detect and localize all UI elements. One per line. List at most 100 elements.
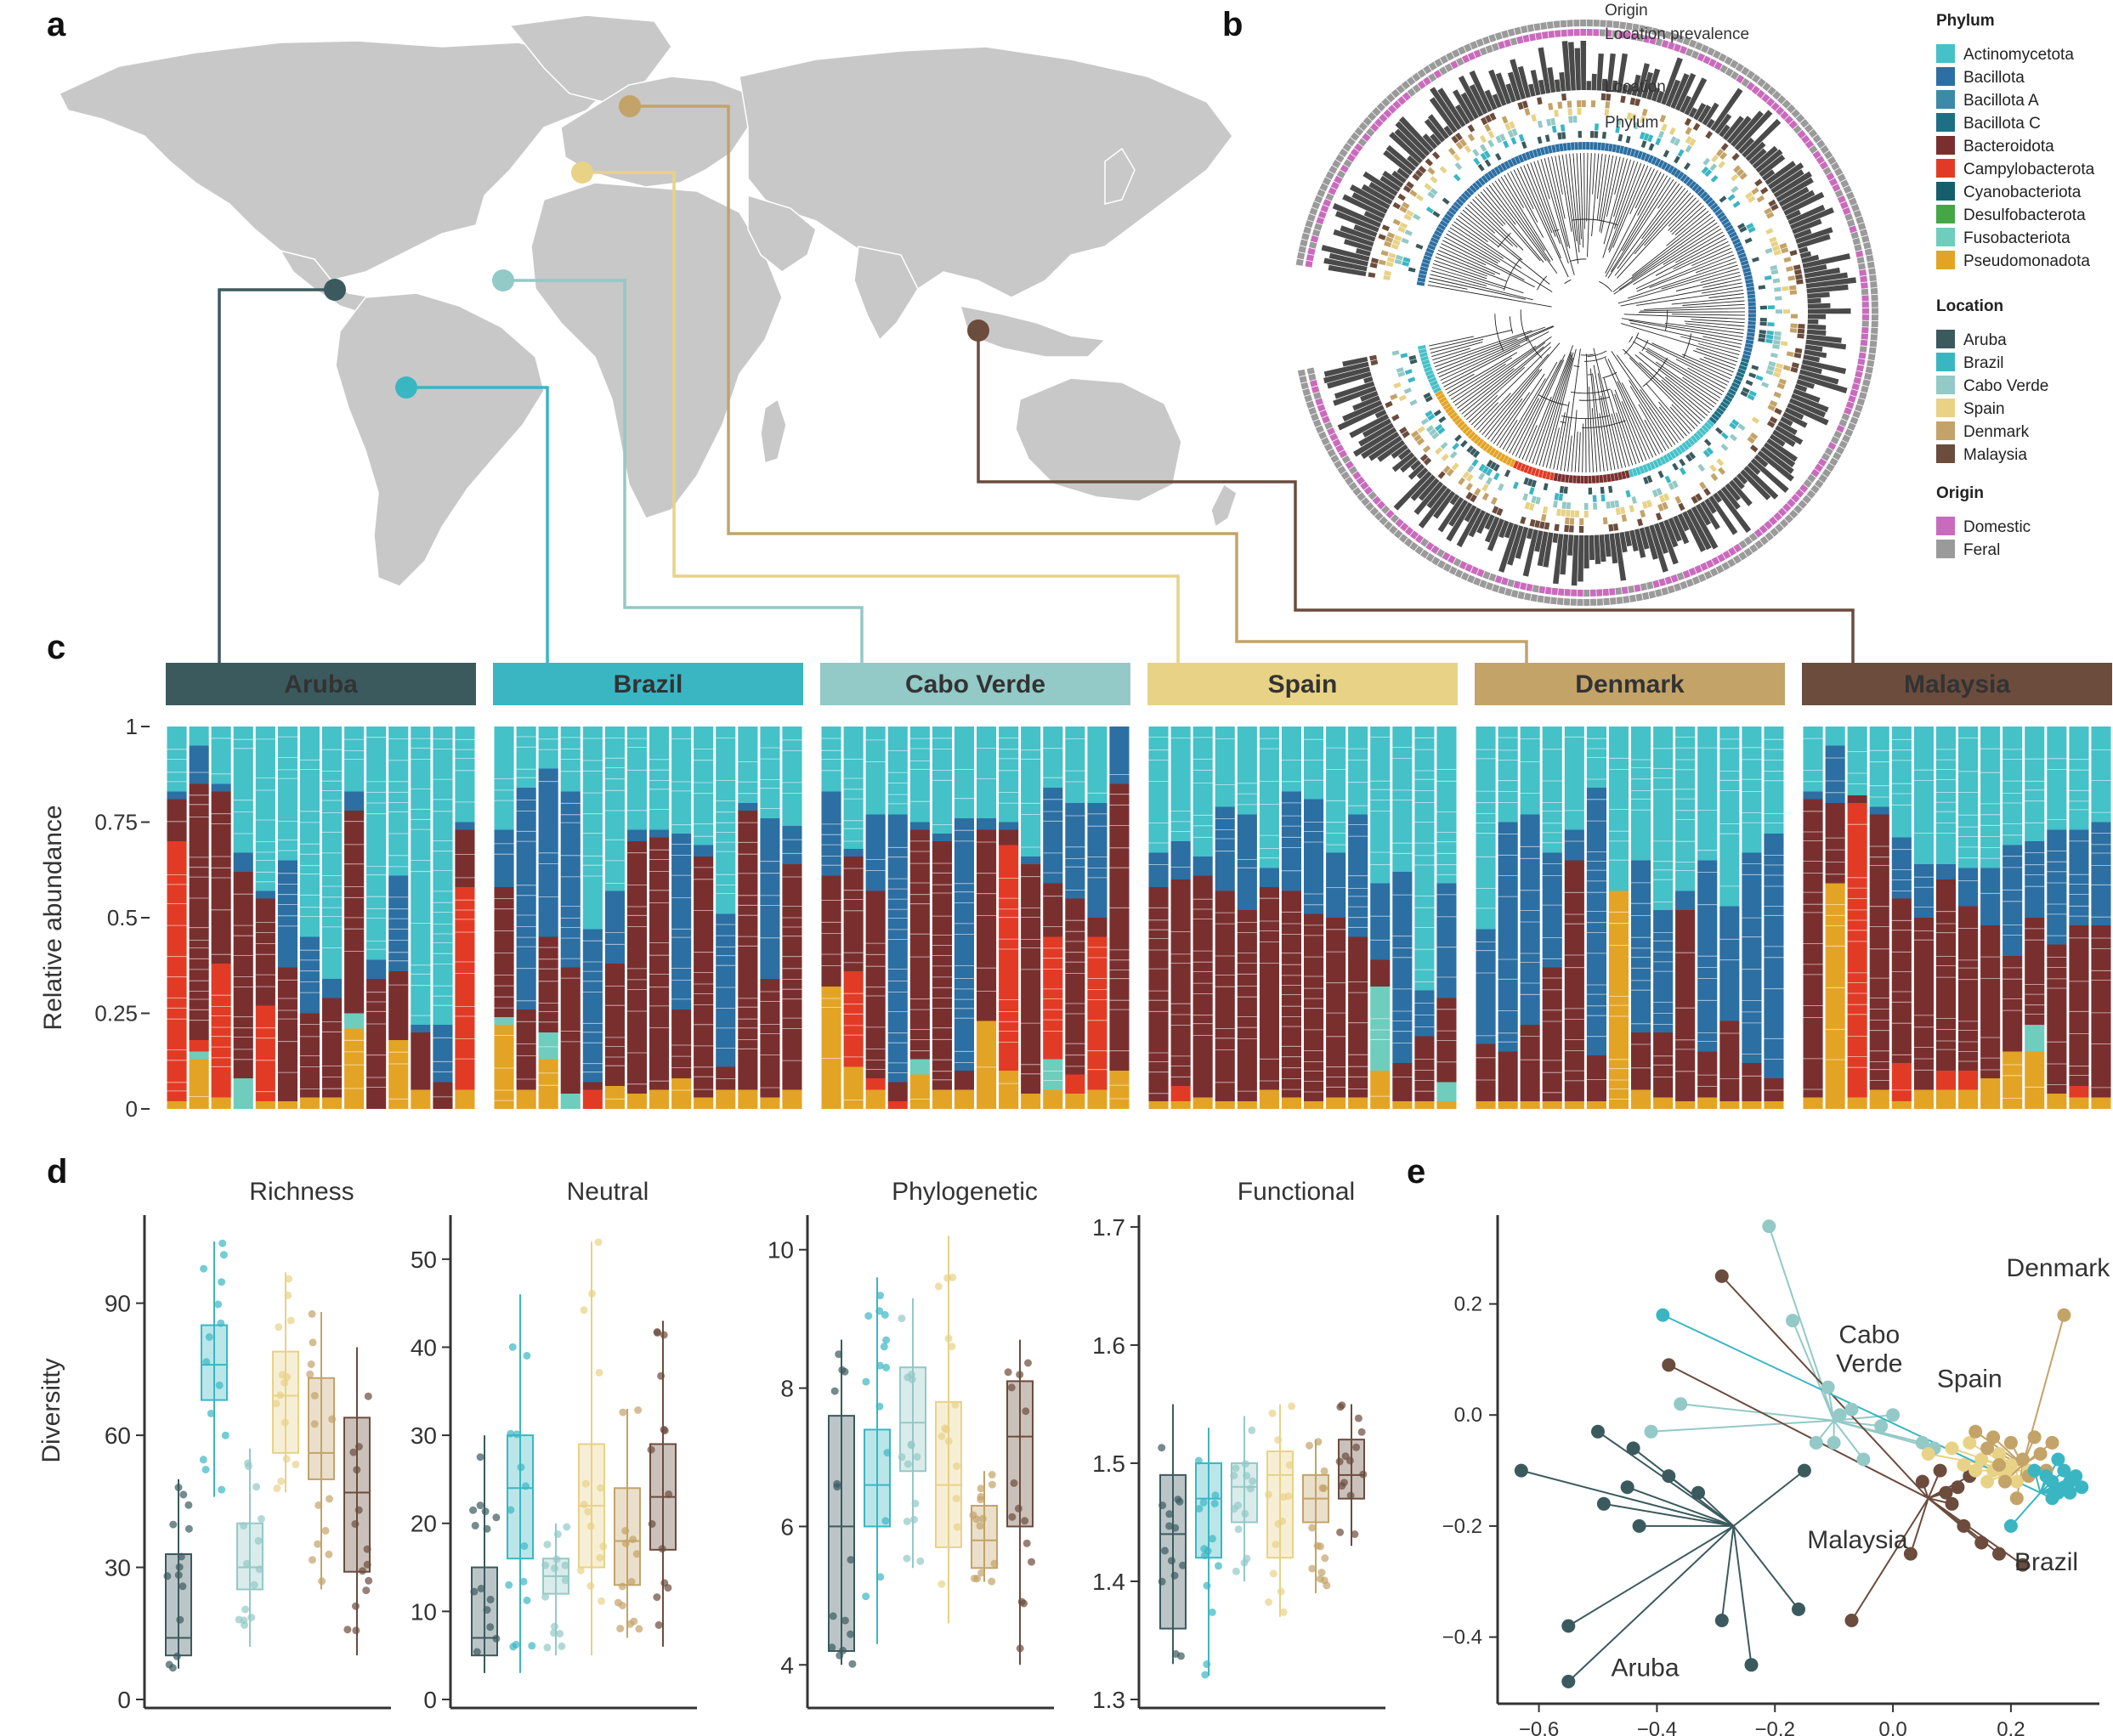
- legend-label-feral: Feral: [1963, 541, 2000, 559]
- tree-branch: [1433, 330, 1532, 365]
- tree-origin-cell: [1586, 29, 1593, 37]
- tree-origin-cell: [1501, 577, 1509, 585]
- tree-branch: [1649, 254, 1735, 289]
- bar-segment: [1087, 918, 1107, 937]
- box-point: [359, 1567, 366, 1575]
- tree-phylum-cell: [1482, 443, 1491, 452]
- tree-location-cell: [1437, 427, 1446, 435]
- tree-location-cell: [1499, 133, 1506, 142]
- box-point: [250, 1580, 258, 1589]
- tree-location-cell: [1464, 144, 1472, 153]
- tree-prevalence-bar: [1710, 88, 1743, 132]
- map-north-america: [58, 40, 614, 281]
- tree-location-cell: [1453, 153, 1461, 161]
- ordination-point: [1797, 1463, 1811, 1478]
- tree-location-cell: [1774, 286, 1782, 292]
- bar-segment: [494, 887, 514, 1017]
- bar-segment: [843, 727, 864, 849]
- box-point: [1246, 1484, 1255, 1493]
- group-label-denmark: Denmark: [2007, 1254, 2111, 1282]
- tree-location-cell: [1531, 495, 1537, 504]
- tree-origin-cell: [1826, 172, 1835, 181]
- legend-label-denmark: Denmark: [1963, 423, 2030, 441]
- tree-phylum-cell: [1685, 439, 1692, 449]
- tree-origin-cell: [1843, 185, 1852, 194]
- bar-segment: [1520, 1101, 1540, 1109]
- ordination-point: [1656, 1308, 1670, 1322]
- ordination-point: [2033, 1447, 2048, 1461]
- bar-segment: [1542, 727, 1562, 853]
- tree-prevalence-bar: [1374, 409, 1387, 419]
- tree-branch: [1477, 194, 1506, 225]
- tree-origin-cell: [1871, 294, 1878, 301]
- spider-line: [1732, 1525, 1799, 1610]
- tree-phylum-cell: [1430, 237, 1439, 244]
- tree-origin-cell: [1831, 161, 1840, 171]
- bar-segment: [760, 979, 780, 1098]
- tree-location-cell: [1739, 172, 1748, 180]
- tree-location-cell: [1751, 416, 1760, 424]
- tree-phylum-cell: [1425, 247, 1435, 254]
- tree-origin-cell: [1341, 455, 1351, 464]
- tree-location-cell: [1640, 510, 1646, 518]
- connector-aruba: [218, 288, 335, 663]
- tree-phylum-cell: [1748, 325, 1756, 330]
- tree-prevalence-bar: [1806, 329, 1827, 336]
- tree-origin-cell: [1806, 489, 1816, 499]
- tree-location-cell: [1630, 113, 1637, 122]
- tree-branch: [1453, 221, 1522, 269]
- ordination-point: [1561, 1674, 1576, 1688]
- tree-prevalence-bar: [1788, 398, 1827, 418]
- box-point: [876, 1573, 885, 1581]
- tree-location-cell: [1794, 269, 1802, 275]
- tree-branch: [1682, 300, 1745, 306]
- map-japan: [1104, 147, 1136, 205]
- tree-location-cell: [1369, 262, 1378, 269]
- tree-origin-cell: [1775, 523, 1784, 533]
- box-point: [621, 1527, 630, 1535]
- map-new-zealand: [1210, 483, 1238, 529]
- tree-origin-cell: [1610, 597, 1617, 605]
- tree-origin-cell: [1717, 553, 1725, 563]
- bar-segment: [189, 1051, 209, 1060]
- box-point: [1203, 1581, 1211, 1590]
- box-point: [486, 1595, 495, 1603]
- box-point: [1215, 1562, 1222, 1570]
- tree-branch: [1629, 319, 1743, 342]
- box-point: [486, 1623, 495, 1631]
- bar-segment: [1847, 803, 1867, 1098]
- tree-prevalence-bar: [1507, 525, 1524, 566]
- bar-segment: [2069, 925, 2089, 1086]
- box-point: [1264, 1490, 1272, 1499]
- tree-branch: [1540, 159, 1575, 275]
- tree-origin-cell: [1428, 73, 1437, 82]
- bar-segment: [1869, 1089, 1889, 1109]
- tree-prevalence-bar: [1448, 500, 1469, 527]
- tree-prevalence-bar: [1437, 496, 1464, 533]
- tree-origin-cell: [1335, 154, 1345, 163]
- box-point: [1007, 1383, 1016, 1392]
- tree-phylum-cell: [1733, 241, 1742, 249]
- bar-segment: [1237, 910, 1257, 1101]
- tree-branch: [1669, 202, 1702, 233]
- box-point: [911, 1499, 920, 1507]
- tree-prevalence-bar: [1773, 171, 1812, 198]
- tree-origin-cell: [1694, 564, 1702, 574]
- tree-phylum-cell: [1462, 426, 1470, 434]
- tree-phylum-cell: [1748, 309, 1756, 314]
- tree-location-cell: [1615, 126, 1621, 133]
- tree-location-cell: [1554, 493, 1560, 500]
- box-point: [184, 1501, 193, 1509]
- tree-branch: [1555, 156, 1563, 195]
- tree-location-cell: [1646, 475, 1653, 483]
- box-point: [1014, 1504, 1023, 1513]
- tree-location-cell: [1678, 502, 1685, 512]
- box-point: [219, 1251, 228, 1259]
- box-point: [1171, 1650, 1180, 1658]
- box-point: [1313, 1541, 1322, 1550]
- tree-phylum-cell: [1549, 472, 1555, 481]
- tree-location-cell: [1677, 149, 1685, 157]
- tree-location-cell: [1397, 371, 1406, 377]
- tree-origin-cell: [1379, 516, 1389, 526]
